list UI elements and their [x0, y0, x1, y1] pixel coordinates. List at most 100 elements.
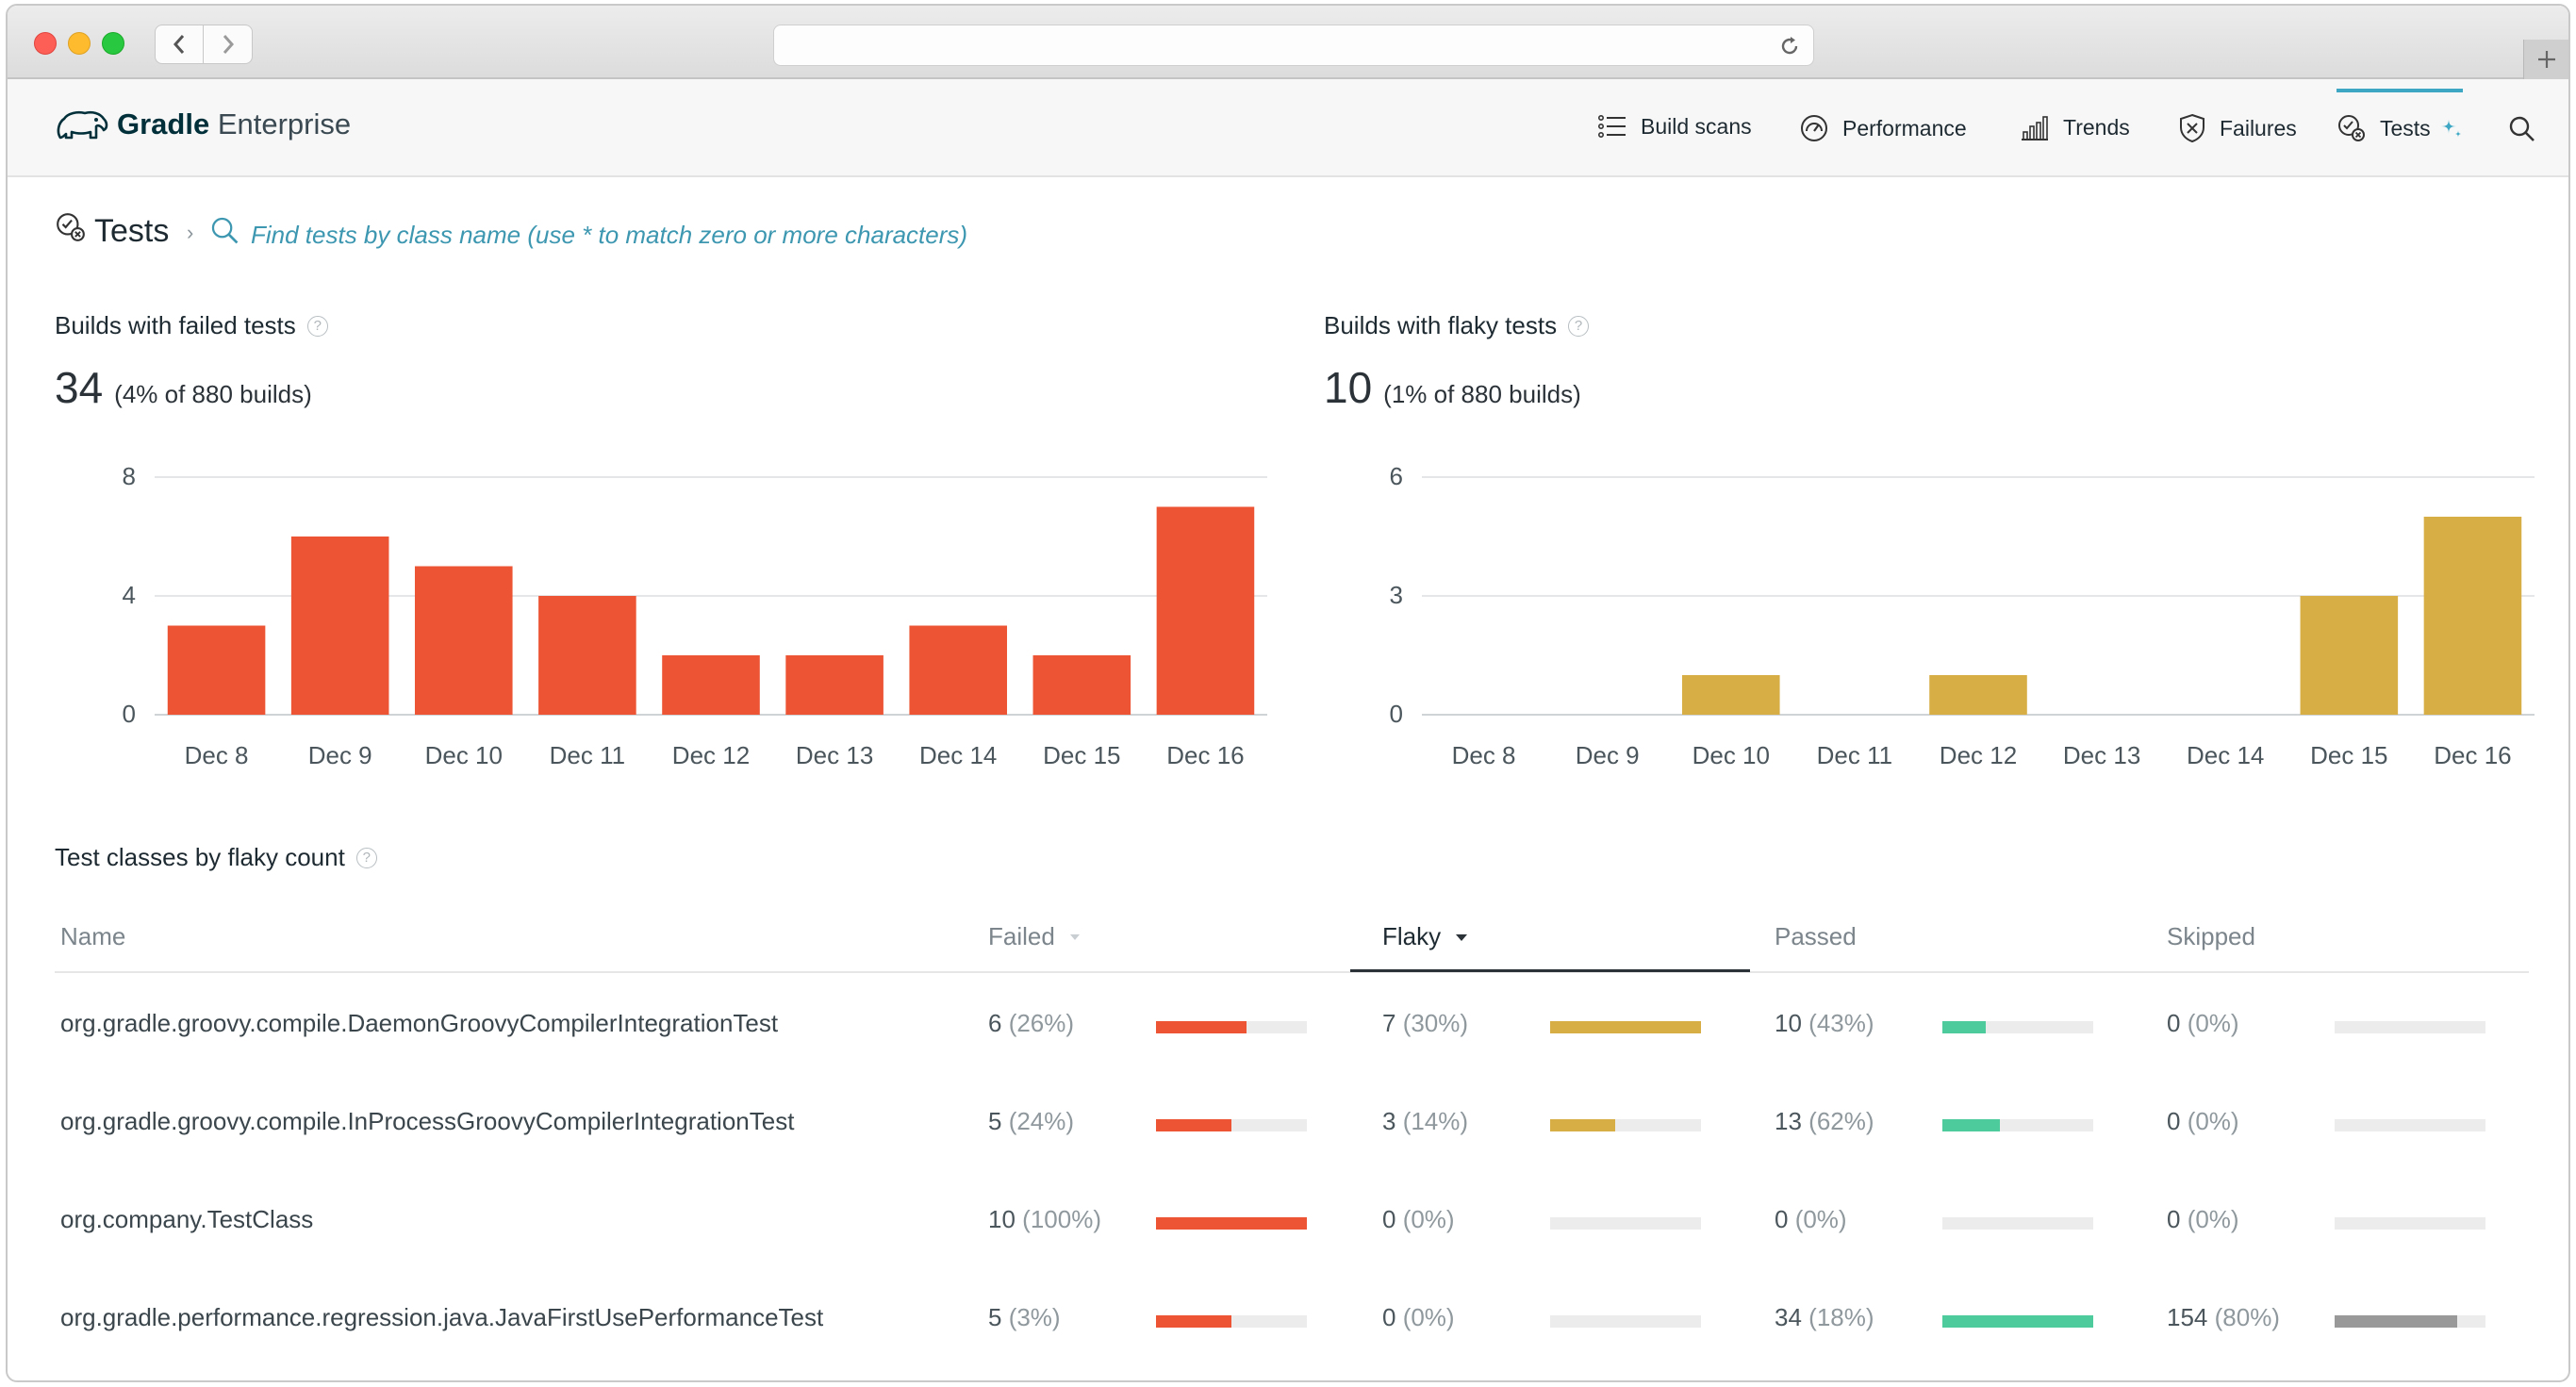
failed-count-cell: 6 (26%)	[988, 1009, 1074, 1038]
skipped-bar-track	[2335, 1315, 2485, 1328]
browser-window: Gradle Enterprise Build scans Performanc…	[6, 4, 2570, 1382]
failed-count: 6	[988, 1009, 1009, 1037]
passed-bar-fill	[1942, 1119, 2000, 1131]
failed-chart-bar[interactable]	[414, 566, 513, 716]
failed-chart-xtick-label: Dec 14	[919, 741, 997, 769]
nav-failures[interactable]: Failures	[2178, 113, 2297, 143]
nav-trends[interactable]: Trends	[2020, 113, 2130, 141]
help-icon[interactable]: ?	[355, 847, 377, 868]
passed-percent: (18%)	[1808, 1303, 1874, 1331]
failed-count-cell: 5 (24%)	[988, 1107, 1074, 1136]
failed-count: 5	[988, 1303, 1009, 1331]
passed-count-cell: 13 (62%)	[1775, 1107, 1874, 1136]
skipped-percent: (0%)	[2187, 1009, 2239, 1037]
failed-bar-track	[1156, 1119, 1307, 1131]
flaky-chart-xtick-label: Dec 12	[1940, 741, 2017, 769]
passed-bar-track	[1942, 1315, 2093, 1328]
nav-build-scans[interactable]: Build scans	[1597, 113, 1752, 140]
failed-count: 5	[988, 1107, 1009, 1135]
forward-button[interactable]	[204, 25, 253, 64]
nav-tests[interactable]: Tests	[2337, 113, 2463, 143]
column-header-flaky[interactable]: Flaky	[1382, 922, 1469, 951]
failed-builds-title-text: Builds with failed tests	[55, 311, 296, 339]
close-window-button[interactable]	[34, 32, 57, 55]
test-class-name[interactable]: org.gradle.performance.regression.java.J…	[60, 1303, 824, 1331]
failed-chart-bar[interactable]	[1032, 655, 1131, 715]
skipped-bar-fill	[2335, 1315, 2457, 1328]
failed-chart-ytick-label: 0	[123, 700, 136, 728]
failed-bar-track	[1156, 1217, 1307, 1230]
passed-percent: (62%)	[1808, 1107, 1874, 1135]
column-header-skipped[interactable]: Skipped	[2167, 922, 2255, 951]
failed-count-cell: 10 (100%)	[988, 1205, 1101, 1234]
skipped-count: 0	[2167, 1205, 2188, 1233]
failed-chart-bar[interactable]	[1156, 506, 1255, 716]
failed-bar-track	[1156, 1315, 1307, 1328]
gauge-icon	[1801, 115, 1827, 141]
header-search-button[interactable]	[2508, 115, 2550, 143]
flaky-count: 7	[1382, 1009, 1403, 1037]
test-class-name[interactable]: org.gradle.groovy.compile.DaemonGroovyCo…	[60, 1009, 779, 1037]
skipped-percent: (0%)	[2187, 1107, 2239, 1135]
skipped-count: 154	[2167, 1303, 2215, 1331]
column-header-failed[interactable]: Failed	[988, 922, 1082, 951]
reload-icon[interactable]	[1777, 34, 1802, 58]
failed-builds-count: 34	[55, 363, 104, 412]
minimize-window-button[interactable]	[68, 32, 91, 55]
flaky-count: 0	[1382, 1303, 1403, 1331]
flaky-classes-title-text: Test classes by flaky count	[55, 843, 345, 871]
passed-percent: (43%)	[1808, 1009, 1874, 1037]
column-header-passed[interactable]: Passed	[1775, 922, 1857, 951]
test-class-search-input[interactable]: Find tests by class name (use * to match…	[251, 221, 968, 249]
skipped-bar-track	[2335, 1217, 2485, 1230]
passed-count-cell: 0 (0%)	[1775, 1205, 1847, 1234]
search-icon	[2509, 116, 2535, 141]
failed-percent: (26%)	[1008, 1009, 1075, 1037]
help-icon[interactable]: ?	[1568, 315, 1590, 337]
flaky-chart-xtick-label: Dec 14	[2187, 741, 2264, 769]
flaky-classes-title: Test classes by flaky count ?	[55, 843, 377, 872]
failed-bar-fill	[1156, 1217, 1307, 1230]
failed-builds-chart: 0 4 8 Dec 8 Dec 9 Dec 10 Dec 11 Dec 12 Dec 13 Dec…	[123, 462, 1267, 769]
flaky-chart-bar[interactable]	[2300, 596, 2399, 715]
active-tab-indicator	[2337, 89, 2463, 92]
failed-chart-bar[interactable]	[538, 596, 636, 715]
passed-count: 10	[1775, 1009, 1809, 1037]
flaky-chart-ytick-label: 6	[1390, 462, 1403, 490]
tests-icon	[57, 213, 85, 241]
flaky-count: 3	[1382, 1107, 1403, 1135]
skipped-bar-track	[2335, 1021, 2485, 1033]
test-class-name[interactable]: org.gradle.groovy.compile.InProcessGroov…	[60, 1107, 795, 1135]
flaky-percent: (0%)	[1402, 1303, 1455, 1331]
back-button[interactable]	[155, 25, 204, 64]
failed-chart-bar[interactable]	[909, 625, 1008, 716]
failed-chart-xtick-label: Dec 8	[185, 741, 249, 769]
nav-performance[interactable]: Performance	[1799, 113, 1967, 143]
nav-failures-label: Failures	[2220, 115, 2297, 140]
page-title: Tests	[94, 213, 170, 249]
failed-builds-title: Builds with failed tests ?	[55, 311, 328, 340]
passed-count: 13	[1775, 1107, 1809, 1135]
flaky-chart-bar[interactable]	[2423, 517, 2522, 715]
flaky-chart-bar[interactable]	[1681, 675, 1780, 715]
help-icon[interactable]: ?	[306, 315, 328, 337]
column-header-name[interactable]: Name	[60, 922, 125, 951]
failed-chart-bar[interactable]	[290, 537, 389, 715]
gradle-enterprise-logo[interactable]: Gradle Enterprise	[55, 104, 351, 145]
flaky-count-cell: 0 (0%)	[1382, 1205, 1455, 1234]
flaky-percent: (30%)	[1402, 1009, 1469, 1037]
zoom-window-button[interactable]	[102, 32, 124, 55]
new-tab-button[interactable]	[2523, 40, 2568, 79]
passed-count-cell: 10 (43%)	[1775, 1009, 1874, 1038]
failed-chart-bar[interactable]	[167, 625, 266, 716]
failed-bar-fill	[1156, 1315, 1231, 1328]
flaky-chart-bar[interactable]	[1929, 675, 2027, 715]
address-bar[interactable]	[773, 25, 1814, 66]
failed-chart-bar[interactable]	[662, 655, 760, 715]
failed-bar-track	[1156, 1021, 1307, 1033]
flaky-bar-track	[1550, 1119, 1701, 1131]
failed-chart-bar[interactable]	[785, 655, 883, 715]
search-icon	[211, 217, 239, 244]
flaky-count: 0	[1382, 1205, 1403, 1233]
test-class-name[interactable]: org.company.TestClass	[60, 1205, 314, 1233]
